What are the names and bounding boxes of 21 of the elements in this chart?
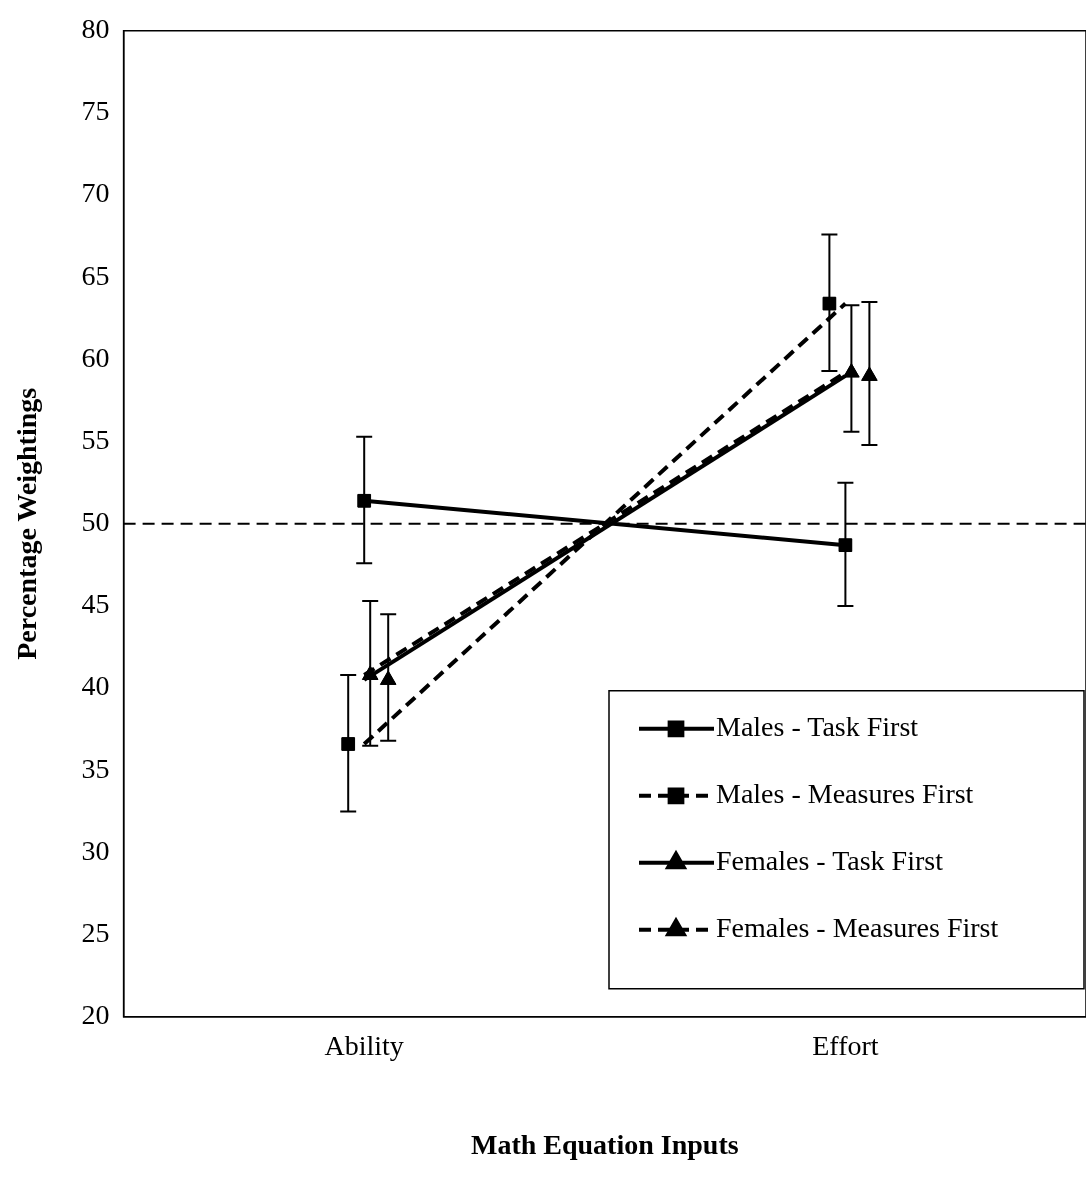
y-tick-label: 35 (81, 752, 110, 784)
y-tick-label: 40 (81, 670, 110, 702)
y-tick-label: 70 (81, 177, 110, 209)
legend-label: Females - Task First (716, 845, 944, 877)
y-tick-label: 20 (81, 999, 110, 1031)
x-axis-title: Math Equation Inputs (470, 1129, 739, 1161)
x-tick-label: Ability (324, 1029, 404, 1061)
y-tick-label: 60 (81, 341, 110, 373)
y-tick-label: 65 (81, 259, 110, 291)
legend-label: Females - Measures First (716, 912, 999, 944)
y-tick-label: 55 (81, 423, 110, 455)
y-tick-label: 75 (81, 95, 110, 127)
y-tick-label: 50 (81, 506, 110, 538)
y-tick-label: 25 (81, 916, 110, 948)
y-tick-label: 30 (81, 834, 110, 866)
legend-label: Males - Measures First (716, 778, 974, 810)
y-tick-label: 80 (81, 13, 110, 45)
y-tick-label: 45 (81, 588, 110, 620)
y-axis-title: Percentage Weightings (11, 387, 43, 660)
legend-label: Males - Task First (716, 711, 919, 743)
x-tick-label: Effort (812, 1029, 879, 1061)
